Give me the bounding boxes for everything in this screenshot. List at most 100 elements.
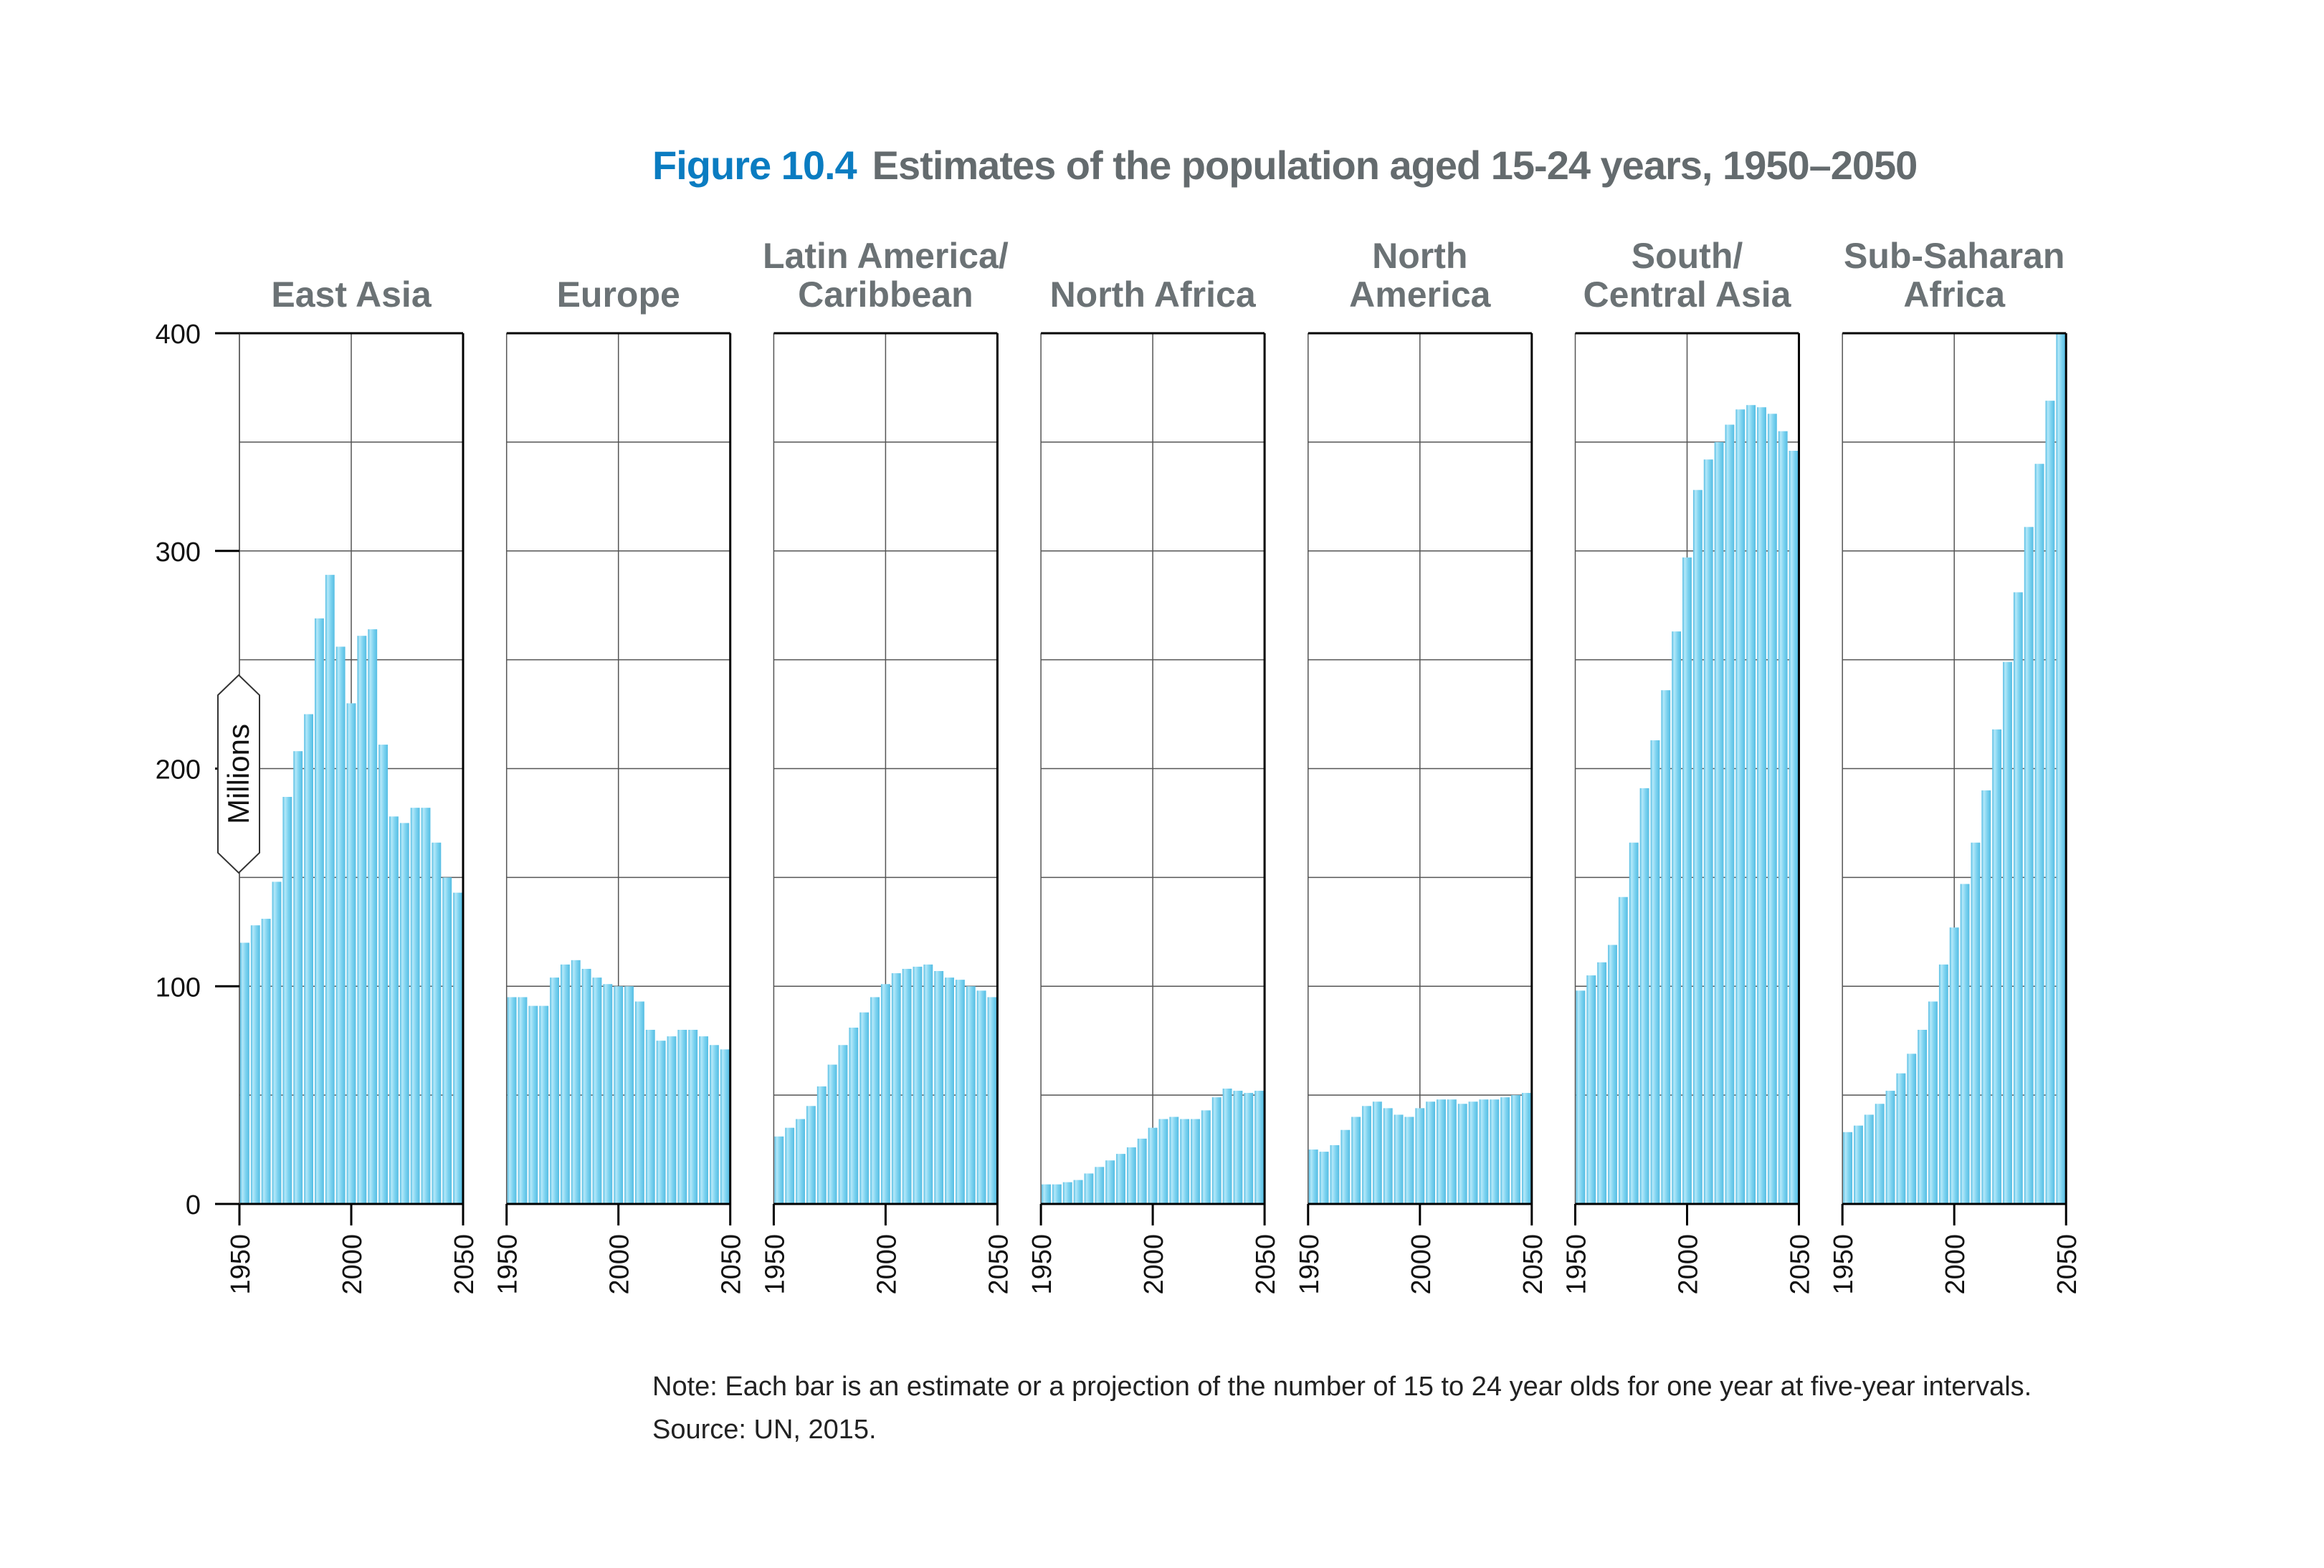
x-tick-label: 2050 [1518,1234,1548,1295]
bar [399,823,409,1204]
bar [1992,729,2002,1204]
bar [1789,451,1799,1204]
panel-title: East Asia [271,274,432,315]
bar [518,997,528,1204]
bar [1757,407,1766,1204]
bar [1938,964,1948,1204]
x-tick-label: 1950 [1027,1234,1057,1295]
bar [1682,557,1692,1204]
bar [453,892,462,1204]
bar [282,796,292,1204]
x-tick-label: 2050 [449,1234,480,1295]
panel-title: Latin America/ [763,236,1009,276]
bar [368,629,378,1204]
panel-title: America [1349,274,1492,315]
bar [1746,405,1756,1204]
bar [1169,1117,1179,1204]
bar [2056,333,2066,1204]
bar [1576,990,1586,1204]
bar [1201,1110,1211,1204]
bar [827,1064,837,1204]
bar [2013,592,2023,1204]
bar [1639,788,1649,1204]
x-tick-label: 2000 [1139,1234,1169,1295]
figure-title-text: Estimates of the population aged 15-24 y… [872,143,1918,188]
bar [1479,1099,1489,1204]
bar [1254,1091,1265,1204]
bar [976,990,986,1204]
bar [891,973,901,1204]
bar [1843,1132,1853,1204]
x-tick-label: 2050 [717,1234,747,1295]
bar [315,618,324,1204]
bar [816,1086,827,1204]
bar [902,968,912,1204]
bar [357,636,367,1204]
x-tick-label: 1950 [226,1234,256,1295]
bar [1372,1101,1382,1204]
bar [603,984,613,1204]
bar [410,808,420,1204]
x-tick-label: 2050 [2052,1234,2082,1295]
bar [1885,1091,1895,1204]
bar [913,966,923,1204]
bar [1137,1138,1147,1204]
x-tick-label: 1950 [1562,1234,1592,1295]
panel-title: Africa [1903,274,2006,315]
bar [1767,413,1777,1205]
bar [1233,1091,1243,1204]
bar [1340,1129,1351,1204]
x-tick-label: 2050 [984,1234,1014,1295]
figure-number: Figure 10.4 [652,143,857,188]
bar [261,919,271,1204]
bar [1960,884,1970,1204]
bar [634,1001,644,1204]
bar [1735,409,1746,1204]
bar [560,964,570,1204]
panel-east-asia: 1950 2000 2050 East Asia [226,274,480,1295]
bar [1052,1184,1062,1204]
bar [293,751,303,1204]
bar [923,964,933,1204]
bar [389,816,399,1204]
bar [539,1005,549,1204]
bar [1158,1119,1168,1204]
bar [1148,1127,1158,1204]
y-tick-label: 300 [156,537,201,568]
bar [1692,489,1702,1204]
bar [688,1030,698,1204]
bar [849,1027,859,1204]
panel-title: Europe [557,274,680,315]
x-tick-label: 2000 [1406,1234,1437,1295]
panel-south-central-asia: 1950 2000 2050 South/Central Asia [1562,236,1816,1295]
y-axis-label-box [217,674,260,874]
bar [1896,1073,1906,1204]
bar [1629,842,1639,1204]
bar [945,977,954,1204]
bar [1918,1030,1928,1204]
bar [1714,441,1724,1204]
bar [1500,1097,1510,1204]
bar [1854,1125,1863,1204]
bar [1447,1099,1457,1204]
bar [1105,1160,1115,1204]
bar [614,986,624,1204]
bar [1703,459,1713,1204]
source-text: Source: UN, 2015. [652,1415,877,1445]
x-tick-label: 2000 [605,1234,635,1295]
bar [335,646,346,1204]
bar [1126,1147,1136,1204]
y-axis-label-text: Millions [222,724,255,824]
bar [571,960,581,1204]
bar [677,1030,687,1204]
bar [1778,431,1788,1204]
chart-note: Note: Each bar is an estimate or a proje… [652,1365,2032,1451]
panel-title: Sub-Saharan [1844,236,2065,276]
bar [1191,1119,1200,1204]
bar [346,703,356,1204]
bar [2034,464,2044,1204]
x-tick-label: 2000 [872,1234,902,1295]
bar [272,881,282,1204]
figure-title: Figure 10.4 Estimates of the population a… [652,142,1918,188]
